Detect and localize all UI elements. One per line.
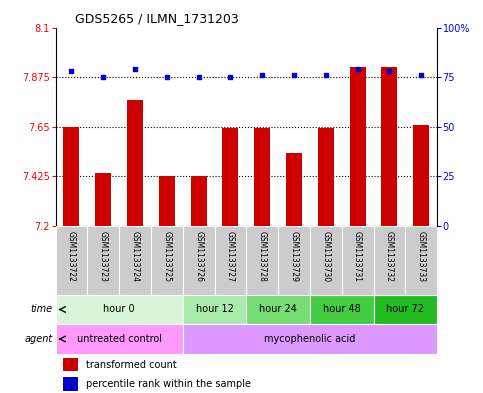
Text: percentile rank within the sample: percentile rank within the sample xyxy=(86,379,251,389)
Bar xyxy=(56,324,183,354)
Bar xyxy=(223,128,239,226)
Text: hour 12: hour 12 xyxy=(196,305,233,314)
Bar xyxy=(183,295,246,324)
Text: GSM1133730: GSM1133730 xyxy=(321,231,330,283)
Bar xyxy=(405,226,437,295)
Bar xyxy=(373,226,405,295)
Bar xyxy=(286,153,302,226)
Bar xyxy=(183,324,437,354)
Bar xyxy=(382,67,398,226)
Text: time: time xyxy=(30,305,52,314)
Point xyxy=(417,72,425,78)
Point xyxy=(290,72,298,78)
Text: agent: agent xyxy=(24,334,52,344)
Text: hour 24: hour 24 xyxy=(259,305,297,314)
Text: untreated control: untreated control xyxy=(77,334,162,344)
Bar xyxy=(119,226,151,295)
Bar xyxy=(151,226,183,295)
Bar xyxy=(159,176,175,226)
Bar xyxy=(413,125,429,226)
Text: hour 48: hour 48 xyxy=(323,305,361,314)
Point xyxy=(322,72,330,78)
Bar xyxy=(373,295,437,324)
Bar xyxy=(87,226,119,295)
Point xyxy=(99,74,107,80)
Text: hour 0: hour 0 xyxy=(103,305,135,314)
Point xyxy=(354,66,361,72)
Text: GSM1133723: GSM1133723 xyxy=(99,231,108,283)
Text: GSM1133725: GSM1133725 xyxy=(162,231,171,283)
Bar xyxy=(183,226,214,295)
Bar xyxy=(56,226,87,295)
Text: GSM1133726: GSM1133726 xyxy=(194,231,203,283)
Bar xyxy=(191,176,207,226)
Text: GSM1133728: GSM1133728 xyxy=(258,231,267,282)
Bar xyxy=(246,295,310,324)
Text: GSM1133731: GSM1133731 xyxy=(353,231,362,283)
Text: GSM1133724: GSM1133724 xyxy=(130,231,140,283)
Bar xyxy=(310,226,342,295)
Text: GSM1133732: GSM1133732 xyxy=(385,231,394,283)
Text: transformed count: transformed count xyxy=(86,360,177,370)
Point xyxy=(163,74,170,80)
Text: GSM1133727: GSM1133727 xyxy=(226,231,235,283)
Text: GSM1133733: GSM1133733 xyxy=(417,231,426,283)
Point xyxy=(131,66,139,72)
Text: hour 72: hour 72 xyxy=(386,305,425,314)
Bar xyxy=(254,128,270,226)
Point xyxy=(227,74,234,80)
Bar xyxy=(95,173,111,226)
Bar xyxy=(342,226,373,295)
Bar xyxy=(214,226,246,295)
Bar xyxy=(246,226,278,295)
Point xyxy=(195,74,202,80)
Bar xyxy=(63,127,79,226)
Point xyxy=(68,68,75,74)
Bar xyxy=(310,295,373,324)
Bar xyxy=(350,67,366,226)
Text: GDS5265 / ILMN_1731203: GDS5265 / ILMN_1731203 xyxy=(75,12,239,25)
Bar xyxy=(63,377,78,391)
Bar xyxy=(63,358,78,371)
Bar xyxy=(278,226,310,295)
Text: GSM1133729: GSM1133729 xyxy=(289,231,298,283)
Bar xyxy=(318,128,334,226)
Point xyxy=(258,72,266,78)
Bar xyxy=(127,100,143,226)
Text: GSM1133722: GSM1133722 xyxy=(67,231,76,282)
Text: mycophenolic acid: mycophenolic acid xyxy=(264,334,355,344)
Point xyxy=(385,68,393,74)
Bar xyxy=(56,295,183,324)
